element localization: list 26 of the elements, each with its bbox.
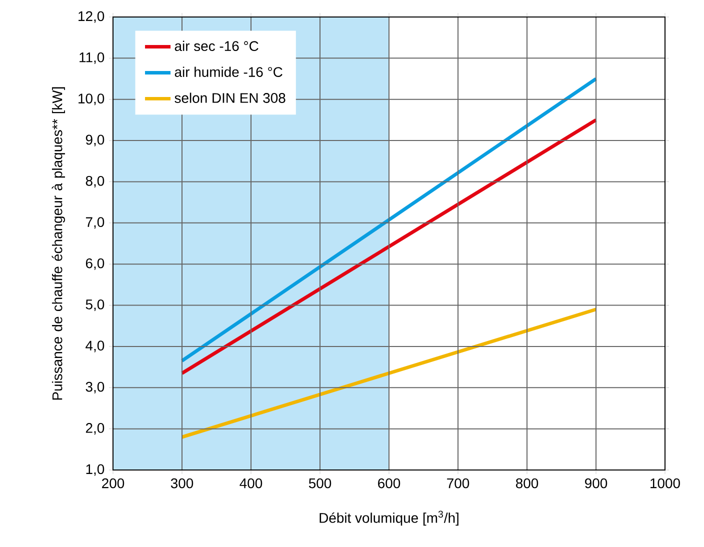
y-tick-label: 8,0 xyxy=(86,176,104,188)
y-tick-label: 1,0 xyxy=(86,464,104,476)
x-tick-label: 700 xyxy=(447,478,470,488)
legend-label: selon DIN EN 308 xyxy=(174,92,286,103)
legend-label: air sec -16 °C xyxy=(174,40,258,52)
x-tick-label: 200 xyxy=(102,478,124,488)
x-tick-label: 800 xyxy=(516,478,538,488)
y-tick-label: 3,0 xyxy=(86,382,104,394)
y-tick-label: 4,0 xyxy=(86,340,104,352)
legend-label: air humide -16 °C xyxy=(174,66,282,77)
y-tick-label: 2,0 xyxy=(86,423,104,435)
x-tick-label: 400 xyxy=(240,478,262,488)
y-tick-label: 5,0 xyxy=(86,300,104,312)
y-tick-label: 10,0 xyxy=(78,94,104,106)
y-tick-label: 12,0 xyxy=(78,11,104,23)
y-tick-label: 7,0 xyxy=(86,217,104,229)
y-tick-label: 6,0 xyxy=(86,258,104,270)
x-tick-label: 1000 xyxy=(650,478,680,488)
x-tick-label: 300 xyxy=(170,478,194,488)
x-tick-label: 600 xyxy=(378,478,400,488)
x-axis-title: Débit volumique [m$^{3}$/h] xyxy=(320,510,458,526)
y-tick-label: 11,0 xyxy=(80,52,104,64)
x-tick-label: 500 xyxy=(308,478,332,488)
y-axis-title: Puissance de chauffe échangeur à plaques** [kW] xyxy=(52,87,65,400)
y-tick-label: 9,0 xyxy=(86,134,104,146)
x-tick-label: 900 xyxy=(585,478,608,488)
